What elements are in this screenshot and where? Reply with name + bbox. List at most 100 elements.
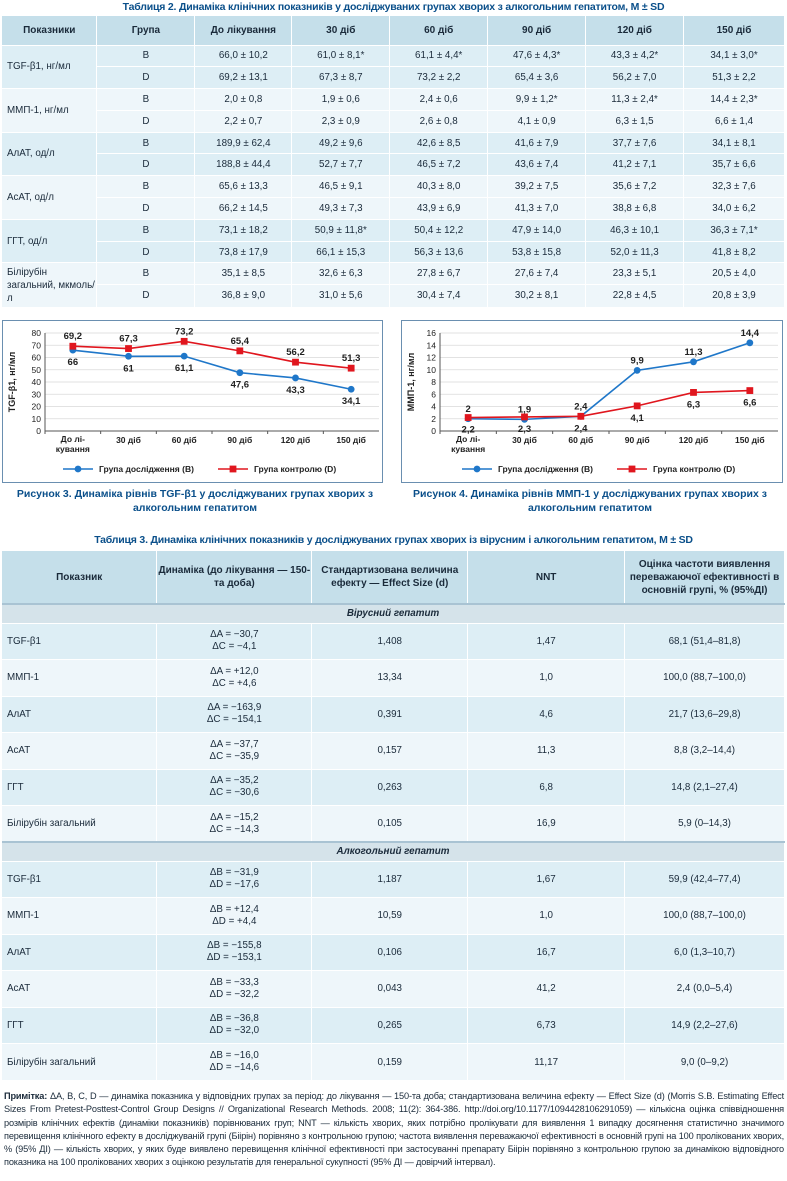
x-tick-label: 30 діб bbox=[116, 435, 141, 445]
table2-value-cell: 2,2 ± 0,7 bbox=[194, 109, 293, 133]
y-tick-label: 6 bbox=[431, 389, 436, 399]
table2-value-cell: 39,2 ± 7,5 bbox=[487, 175, 587, 198]
data-label: 2 bbox=[466, 404, 471, 415]
table3-dynamics-line: ΔA = +12,0 bbox=[210, 665, 259, 677]
data-label: 2,4 bbox=[574, 423, 588, 434]
table2-value-cell: 2,4 ± 0,6 bbox=[389, 88, 489, 111]
table3-dynamics-line: ΔB = −36,8 bbox=[209, 1013, 259, 1025]
table3-row: Білірубін загальний ΔB = −16,0 ΔD = −14,6 0… bbox=[2, 1043, 785, 1080]
data-point-b bbox=[125, 352, 132, 360]
figure3-caption: Рисунок 3. Динаміка рівнів TGF-β1 у досл… bbox=[16, 488, 374, 514]
table3-nnt-cell: 1,47 bbox=[467, 622, 626, 660]
y-tick-label: 0 bbox=[431, 426, 436, 436]
data-point-d bbox=[464, 414, 472, 421]
table2-value-cell: 56,3 ± 13,6 bbox=[389, 240, 489, 263]
table3-nnt-cell: 16,7 bbox=[467, 933, 626, 971]
table3-effect-size-cell: 0,106 bbox=[311, 933, 469, 971]
table2-value-cell: 23,3 ± 5,1 bbox=[585, 262, 685, 285]
x-tick-label: кування bbox=[451, 444, 485, 454]
table3-dynamics-line: ΔB = −16,0 bbox=[209, 1050, 259, 1061]
table3-effect-size-cell: 10,59 bbox=[311, 897, 469, 934]
table3-dynamics-cell: ΔA = −30,7 ΔC = −4,1 bbox=[156, 622, 313, 660]
table3-section-title: Алкогольний гепатит bbox=[2, 841, 785, 861]
table3-estimate-cell: 21,7 (13,6–29,8) bbox=[624, 695, 785, 733]
table3-row: ГГТ ΔA = −35,2 ΔC = −30,6 0,263 6,8 14,8 (2,1… bbox=[2, 768, 785, 806]
data-label: 1,9 bbox=[518, 404, 531, 415]
table2-value-cell: 6,3 ± 1,5 bbox=[585, 109, 685, 133]
table2-value-cell: 61,0 ± 8,1* bbox=[291, 44, 391, 67]
x-tick-label: 90 діб bbox=[625, 435, 650, 445]
data-label: 73,2 bbox=[175, 326, 194, 337]
table2-row: ММП-1, нг/мл B 2,0 ± 0,8 1,9 ± 0,6 2,4 ± 0,6… bbox=[2, 88, 785, 133]
table3-dynamics-line: ΔB = +12,4 bbox=[209, 903, 259, 915]
table2-value-cell: 35,6 ± 7,2 bbox=[585, 175, 685, 198]
data-point-d bbox=[746, 387, 754, 394]
y-tick-label: 80 bbox=[32, 328, 42, 338]
tgf-chart-svg: 0 10 20 30 40 50 60 70 80 TGF-β1, нг/мл До лі-кува… bbox=[7, 326, 379, 474]
table2-group-cell: D bbox=[96, 153, 196, 176]
table3-nnt-cell: 6,73 bbox=[467, 1006, 626, 1044]
data-point-d bbox=[69, 342, 77, 350]
data-label: 34,1 bbox=[342, 396, 361, 407]
table2-group-cell: B bbox=[96, 131, 196, 154]
table2-group-cell: D bbox=[96, 66, 196, 89]
table3-indicator-cell: АлАТ bbox=[2, 695, 158, 733]
table3-effect-size-cell: 0,391 bbox=[311, 695, 469, 733]
table3-dynamics-line: ΔD = −32,0 bbox=[209, 1025, 260, 1037]
table3-indicator-cell: ГГТ bbox=[2, 1006, 158, 1044]
table3-section-row: Вірусний гепатит bbox=[2, 603, 785, 623]
x-tick-label: 90 діб bbox=[227, 435, 252, 445]
table2-value-cell: 52,7 ± 7,7 bbox=[291, 153, 391, 176]
table3-dynamics-cell: ΔB = −16,0 ΔD = −14,6 bbox=[156, 1043, 313, 1080]
table2-row: D 36,8 ± 9,0 31,0 ± 5,6 30,4 ± 7,4 30,2 ± 8,… bbox=[2, 284, 785, 307]
series-line-b bbox=[72, 349, 352, 391]
legend-marker-b bbox=[74, 465, 82, 473]
data-point-b bbox=[292, 374, 299, 382]
y-axis-label: TGF-β1, нг/мл bbox=[7, 351, 17, 412]
table2-value-cell: 49,2 ± 9,6 bbox=[291, 131, 391, 154]
table3-dynamics-cell: ΔA = −15,2 ΔC = −14,3 bbox=[156, 805, 313, 842]
table3-nnt-cell: 16,9 bbox=[467, 805, 626, 842]
data-point-b bbox=[180, 352, 188, 360]
table3-dynamics-line: ΔC = +4,6 bbox=[212, 677, 257, 689]
table3-indicator-cell: ГГТ bbox=[2, 768, 158, 806]
table3-row: АсАТ ΔB = −33,3 ΔD = −32,2 0,043 41,2 2,4 (0,… bbox=[2, 970, 785, 1007]
data-label: 61 bbox=[123, 363, 134, 374]
table2-indicator-cell: ГГТ, од/л bbox=[2, 218, 98, 263]
table2-value-cell: 46,3 ± 10,1 bbox=[585, 218, 685, 242]
table2-row: TGF-β1, нг/мл B 66,0 ± 10,2 61,0 ± 8,1* 61,1… bbox=[2, 44, 785, 89]
data-label: 4,1 bbox=[631, 413, 645, 424]
table2-value-cell: 32,3 ± 7,6 bbox=[683, 175, 785, 198]
table3-estimate-cell: 100,0 (88,7–100,0) bbox=[624, 659, 785, 696]
data-label: 6,3 bbox=[687, 399, 700, 410]
legend-label: Група контролю (D) bbox=[653, 464, 735, 474]
table3-dynamics-line: ΔD = −153,1 bbox=[206, 952, 262, 964]
table2-row: Білірубін загальний, мкмоль/л B 35,1 ± 8,5… bbox=[2, 262, 785, 307]
data-point-d bbox=[521, 413, 528, 421]
table3-dynamics-line: ΔD = −17,6 bbox=[209, 879, 260, 891]
table2-header-row: Показники Група До лікування 30 діб 60 д… bbox=[2, 16, 785, 45]
table2-value-cell: 32,6 ± 6,3 bbox=[291, 262, 391, 285]
table2-value-cell: 35,1 ± 8,5 bbox=[194, 262, 293, 285]
table3-nnt-cell: 11,17 bbox=[467, 1043, 626, 1080]
table3-nnt-cell: 6,8 bbox=[467, 768, 626, 806]
table3-row: TGF-β1 ΔA = −30,7 ΔC = −4,1 1,408 1,47 68,1 (… bbox=[2, 622, 785, 660]
data-label: 6,6 bbox=[743, 398, 756, 409]
table2-row: D 73,8 ± 17,9 66,1 ± 15,3 56,3 ± 13,6 53,8 ±… bbox=[2, 240, 785, 263]
table2-group-cell: B bbox=[96, 44, 196, 67]
table3-row: АлАТ ΔB = −155,8 ΔD = −153,1 0,106 16,7 6,0 (… bbox=[2, 933, 785, 971]
table2-value-cell: 35,7 ± 6,6 bbox=[683, 153, 785, 176]
table2-value-cell: 53,8 ± 15,8 bbox=[487, 240, 587, 263]
table2-value-cell: 11,3 ± 2,4* bbox=[585, 88, 685, 111]
table2-value-cell: 42,6 ± 8,5 bbox=[389, 131, 489, 154]
x-tick-label: До лі- bbox=[456, 434, 480, 444]
table3-dynamics-cell: ΔA = +12,0 ΔC = +4,6 bbox=[156, 659, 313, 696]
table2-value-cell: 27,6 ± 7,4 bbox=[487, 262, 587, 285]
table3-dynamics-line: ΔC = −30,6 bbox=[209, 787, 260, 799]
data-point-d bbox=[180, 337, 188, 345]
table2-value-cell: 20,5 ± 4,0 bbox=[683, 262, 785, 285]
table2-row: ГГТ, од/л B 73,1 ± 18,2 50,9 ± 11,8* 50,4 ± … bbox=[2, 218, 785, 263]
x-tick-label: 60 діб bbox=[172, 435, 197, 445]
table3-indicator-cell: TGF-β1 bbox=[2, 622, 158, 660]
table3-dynamics-cell: ΔA = −163,9 ΔC = −154,1 bbox=[156, 695, 313, 733]
